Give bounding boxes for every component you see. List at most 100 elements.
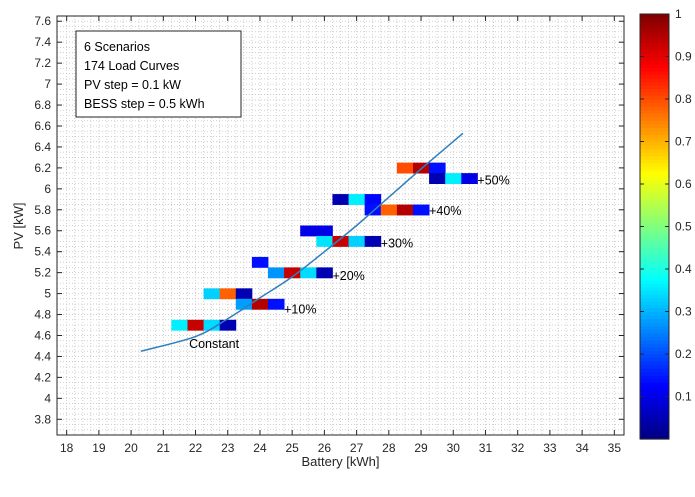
colorbar-strip	[640, 389, 669, 394]
y-tick-label: 5	[44, 287, 51, 301]
x-tick-label: 29	[414, 441, 428, 455]
colorbar-strip	[640, 318, 669, 323]
y-tick-label: 4.2	[34, 370, 51, 384]
heatmap-cell	[219, 288, 237, 300]
colorbar-strip	[640, 60, 669, 65]
colorbar-strip	[640, 307, 669, 313]
colorbar-tick-label: 0.2	[675, 347, 692, 361]
colorbar-strip	[640, 269, 669, 274]
heatmap-cell	[268, 298, 285, 310]
colorbar-strip	[640, 38, 669, 43]
y-tick-label: 4.8	[34, 308, 51, 322]
colorbar-strip	[640, 212, 669, 217]
y-tick-label: 5.2	[34, 266, 51, 280]
y-tick-label: 4.6	[34, 328, 51, 342]
colorbar-strip	[640, 102, 669, 107]
heatmap-cell	[316, 225, 333, 237]
y-axis-label: PV [kW]	[11, 203, 26, 250]
x-tick-label: 20	[124, 441, 138, 455]
colorbar-strip	[640, 230, 669, 235]
colorbar-strip	[640, 173, 669, 178]
colorbar-strip	[640, 368, 669, 373]
heatmap-cell	[171, 319, 188, 331]
colorbar-strip	[640, 198, 669, 203]
x-tick-label: 30	[447, 441, 461, 455]
colorbar-strip	[640, 91, 669, 97]
colorbar-strip	[640, 77, 669, 82]
colorbar-strip	[640, 322, 669, 327]
colorbar-strip	[640, 145, 669, 150]
heatmap-cell	[429, 162, 446, 174]
x-tick-label: 34	[575, 441, 589, 455]
fit-curve	[140, 132, 464, 352]
x-tick-label: 19	[92, 441, 106, 455]
colorbar-strip	[640, 95, 669, 100]
colorbar-strip	[640, 283, 669, 288]
colorbar-strip	[640, 67, 669, 72]
colorbar-strip	[640, 336, 669, 341]
y-tick-label: 5.6	[34, 224, 51, 238]
annotation-layer: Constant +10% +20% +30% +40% +50%	[189, 173, 510, 350]
scenario-label: +40%	[429, 204, 461, 218]
heatmap-cell	[235, 288, 253, 300]
colorbar-strip	[640, 258, 669, 263]
heatmap-cell	[396, 162, 414, 174]
colorbar-strip	[640, 410, 669, 415]
heatmap-cell	[332, 235, 349, 247]
heatmap-cell	[316, 267, 333, 279]
x-tick-label: 21	[157, 441, 171, 455]
colorbar-strip	[640, 233, 669, 238]
colorbar-tick-label: 0.7	[675, 135, 692, 149]
colorbar-strip	[640, 304, 669, 309]
colorbar-tick-label: 0.1	[675, 390, 692, 404]
colorbar-strip	[640, 187, 669, 192]
colorbar-strip	[640, 354, 669, 359]
colorbar-strip	[640, 176, 669, 182]
heatmap-cell	[203, 319, 221, 331]
x-tick-label: 23	[221, 441, 235, 455]
colorbar-tick-label: 0.4	[675, 262, 692, 276]
x-tick-label: 28	[382, 441, 396, 455]
info-box: 6 Scenarios 174 Load Curves PV step = 0.…	[75, 30, 242, 118]
colorbar-strip	[640, 215, 669, 221]
colorbar-strip	[640, 240, 669, 245]
colorbar-tick-label: 0.6	[675, 177, 692, 191]
colorbar-strip	[640, 148, 669, 153]
heatmap-cell	[364, 204, 382, 216]
colorbar-strip	[640, 343, 669, 348]
heatmap-cell	[300, 225, 317, 237]
colorbar-strip	[640, 205, 669, 210]
colorbar-strip	[640, 14, 669, 19]
scenario-label: Constant	[189, 337, 240, 351]
heatmap-cell	[364, 235, 382, 247]
x-tick-label: 31	[479, 441, 493, 455]
y-tick-label: 4.4	[34, 349, 51, 363]
colorbar-strip	[640, 276, 669, 281]
heatmap-cell	[251, 256, 269, 268]
colorbar-strip	[640, 332, 669, 337]
colorbar-strip	[640, 364, 669, 369]
y-tick-label: 7.4	[34, 35, 51, 49]
colorbar-strip	[640, 325, 669, 330]
colorbar-strip	[640, 297, 669, 302]
colorbar-strip	[640, 49, 669, 54]
colorbar-strip	[640, 191, 669, 196]
colorbar-strip	[640, 378, 669, 383]
y-tick-label: 4	[44, 391, 51, 405]
colorbar-strip	[640, 45, 669, 51]
colorbar-tick-label: 0.8	[675, 92, 692, 106]
colorbar-strip	[640, 74, 669, 79]
colorbar-strip	[640, 123, 669, 128]
colorbar-strip	[640, 88, 669, 93]
x-tick-label: 24	[253, 441, 267, 455]
y-tick-label: 3.8	[34, 412, 51, 426]
colorbar-strip	[640, 350, 669, 355]
heatmap-cell	[429, 173, 446, 184]
heatmap-cell	[332, 194, 349, 205]
colorbar-strip	[640, 392, 669, 398]
heatmap-cell	[380, 204, 398, 216]
colorbar-tick-label: 0.3	[675, 305, 692, 319]
info-line-scenarios: 6 Scenarios	[84, 40, 150, 54]
heatmap-cell	[445, 173, 462, 184]
heatmap-cell	[203, 288, 221, 300]
